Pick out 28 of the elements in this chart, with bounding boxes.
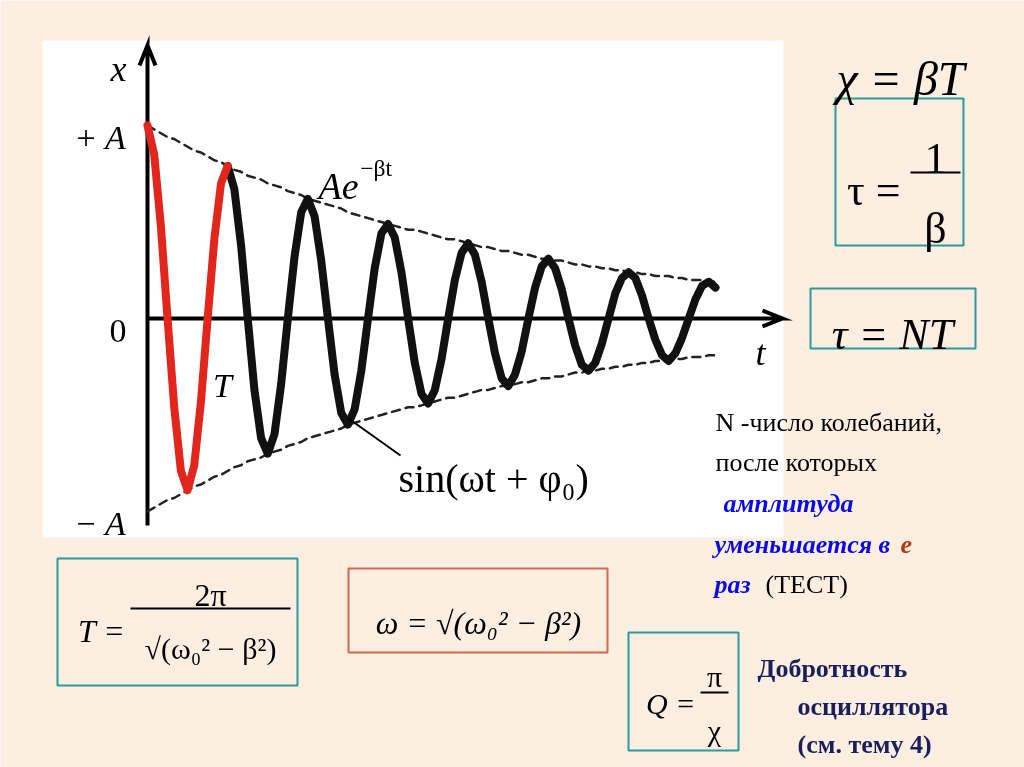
y-axis-title: x: [109, 48, 127, 89]
text: √(ω₀² − β²): [144, 632, 277, 666]
text: е: [900, 530, 913, 559]
text: ω = √(ω₀² − β²): [375, 604, 582, 641]
text: τ =: [847, 166, 901, 215]
text: 0: [109, 311, 127, 349]
text: − A: [74, 505, 127, 542]
text: раз: [712, 570, 751, 599]
text: χ = βT: [832, 52, 968, 105]
text: Добротность: [757, 654, 908, 683]
annotation: T: [213, 367, 235, 404]
text: T =: [78, 612, 125, 649]
annotation: sin(ωt + φ₀): [398, 456, 589, 501]
text: осциллятора: [797, 692, 949, 721]
text: + A: [74, 119, 127, 156]
text: 2π: [194, 576, 227, 613]
text: β: [924, 204, 947, 253]
text: χ: [706, 714, 722, 747]
text: (см. тему 4): [797, 730, 932, 759]
text: Q =: [646, 687, 696, 720]
annotation: N -число колебаний,: [715, 408, 942, 437]
text: (ТЕСТ): [765, 570, 848, 599]
x-axis-title: t: [755, 332, 767, 373]
text: амплитуда: [723, 489, 854, 518]
text: π: [706, 660, 723, 693]
text: уменьшается в: [711, 530, 891, 559]
text: τ = NT: [831, 310, 957, 359]
annotation: после которых: [715, 448, 878, 477]
